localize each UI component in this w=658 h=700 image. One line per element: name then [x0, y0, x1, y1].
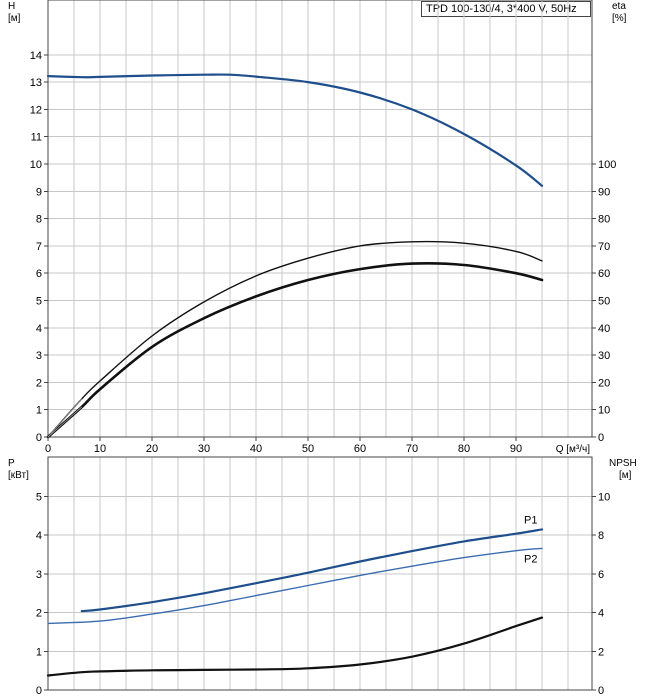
panel1-series-line-p1 [80, 528, 544, 613]
panel0-ytick-left-label: 1 [36, 405, 42, 417]
panel0-ytick-left-label: 3 [36, 350, 42, 362]
y-right-unit-top: [%] [612, 13, 627, 24]
y-left-unit-top: [м] [8, 13, 21, 24]
panel1-ytick-right-label: 10 [598, 492, 610, 504]
panel1-ytick-left-label: 2 [36, 608, 42, 620]
panel0-ytick-right-label: 50 [598, 296, 610, 308]
panel0-ytick-left-label: 2 [36, 377, 42, 389]
panel0-ytick-right-label: 20 [598, 377, 610, 389]
panel0-xtick-label: 80 [458, 443, 470, 455]
panel0-xtick-label: 60 [354, 443, 366, 455]
panel0-xtick-label: 10 [94, 443, 106, 455]
panel1-ytick-left-label: 3 [36, 569, 42, 581]
panel0-ytick-left-label: 9 [36, 186, 42, 198]
panel0-eta-origin-line [47, 398, 83, 438]
panel0-ytick-right-label: 60 [598, 268, 610, 280]
y-left-unit-bottom: [кВт] [8, 470, 29, 481]
panel1-ytick-right-label: 4 [598, 608, 604, 620]
y-left-label-top: H [8, 1, 15, 12]
panel0-ytick-left-label: 4 [36, 323, 42, 335]
panel0-ytick-left-label: 14 [30, 50, 42, 62]
x-axis-label: Q [м³/ч] [556, 444, 591, 455]
panel1-ytick-right-label: 0 [598, 685, 604, 697]
panel1-ytick-left-label: 4 [36, 530, 42, 542]
panel0-xtick-label: 0 [45, 443, 51, 455]
panel0-xtick-label: 50 [302, 443, 314, 455]
panel1-ytick-left-label: 5 [36, 492, 42, 504]
panel0-xtick-label: 30 [198, 443, 210, 455]
panel1-series-label-p1: P1 [524, 514, 537, 526]
panel1-series-line-2 [46, 616, 544, 677]
panel0-ytick-right-label: 80 [598, 214, 610, 226]
panel0-ytick-left-label: 12 [30, 104, 42, 116]
panel0-ytick-right-label: 0 [598, 432, 604, 444]
panel0-ytick-left-label: 5 [36, 296, 42, 308]
panel0-xtick-label: 20 [146, 443, 158, 455]
panel0-series-line-0 [46, 73, 544, 187]
panel1-ytick-right-label: 8 [598, 530, 604, 542]
y-right-unit-bottom: [м] [619, 470, 632, 481]
y-right-label-top: eta [612, 1, 626, 12]
y-right-label-bottom: NPSH [609, 458, 637, 469]
panel0-ytick-right-label: 90 [598, 186, 610, 198]
panel0-ytick-left-label: 6 [36, 268, 42, 280]
panel0-ytick-left-label: 10 [30, 159, 42, 171]
panel0-ytick-right-label: 30 [598, 350, 610, 362]
panel0-eta-origin-line [47, 406, 83, 438]
panel0-ytick-left-label: 13 [30, 77, 42, 89]
panel0-ytick-left-label: 7 [36, 241, 42, 253]
panel0-series-line-1 [47, 240, 543, 438]
panel1-ytick-left-label: 1 [36, 646, 42, 658]
panel0-xtick-label: 40 [250, 443, 262, 455]
panel0-xtick-label: 90 [510, 443, 522, 455]
panel1-ytick-right-label: 6 [598, 569, 604, 581]
panel1-ytick-right-label: 2 [598, 646, 604, 658]
panel0-ytick-right-label: 40 [598, 323, 610, 335]
panel0-ytick-left-label: 0 [36, 432, 42, 444]
panel1-series-label-p2: P2 [524, 553, 537, 565]
panel1-ytick-left-label: 0 [36, 685, 42, 697]
panel0-ytick-right-label: 70 [598, 241, 610, 253]
panel0-series-line-2 [46, 262, 544, 439]
panel0-ytick-left-label: 8 [36, 214, 42, 226]
panel0-ytick-left-label: 11 [31, 132, 42, 144]
panel0-ytick-right-label: 10 [598, 405, 610, 417]
panel0-xtick-label: 70 [406, 443, 418, 455]
panel1-series-line-p2 [47, 547, 543, 625]
y-left-label-bottom: P [8, 458, 15, 469]
panel0-ytick-right-label: 100 [598, 159, 616, 171]
